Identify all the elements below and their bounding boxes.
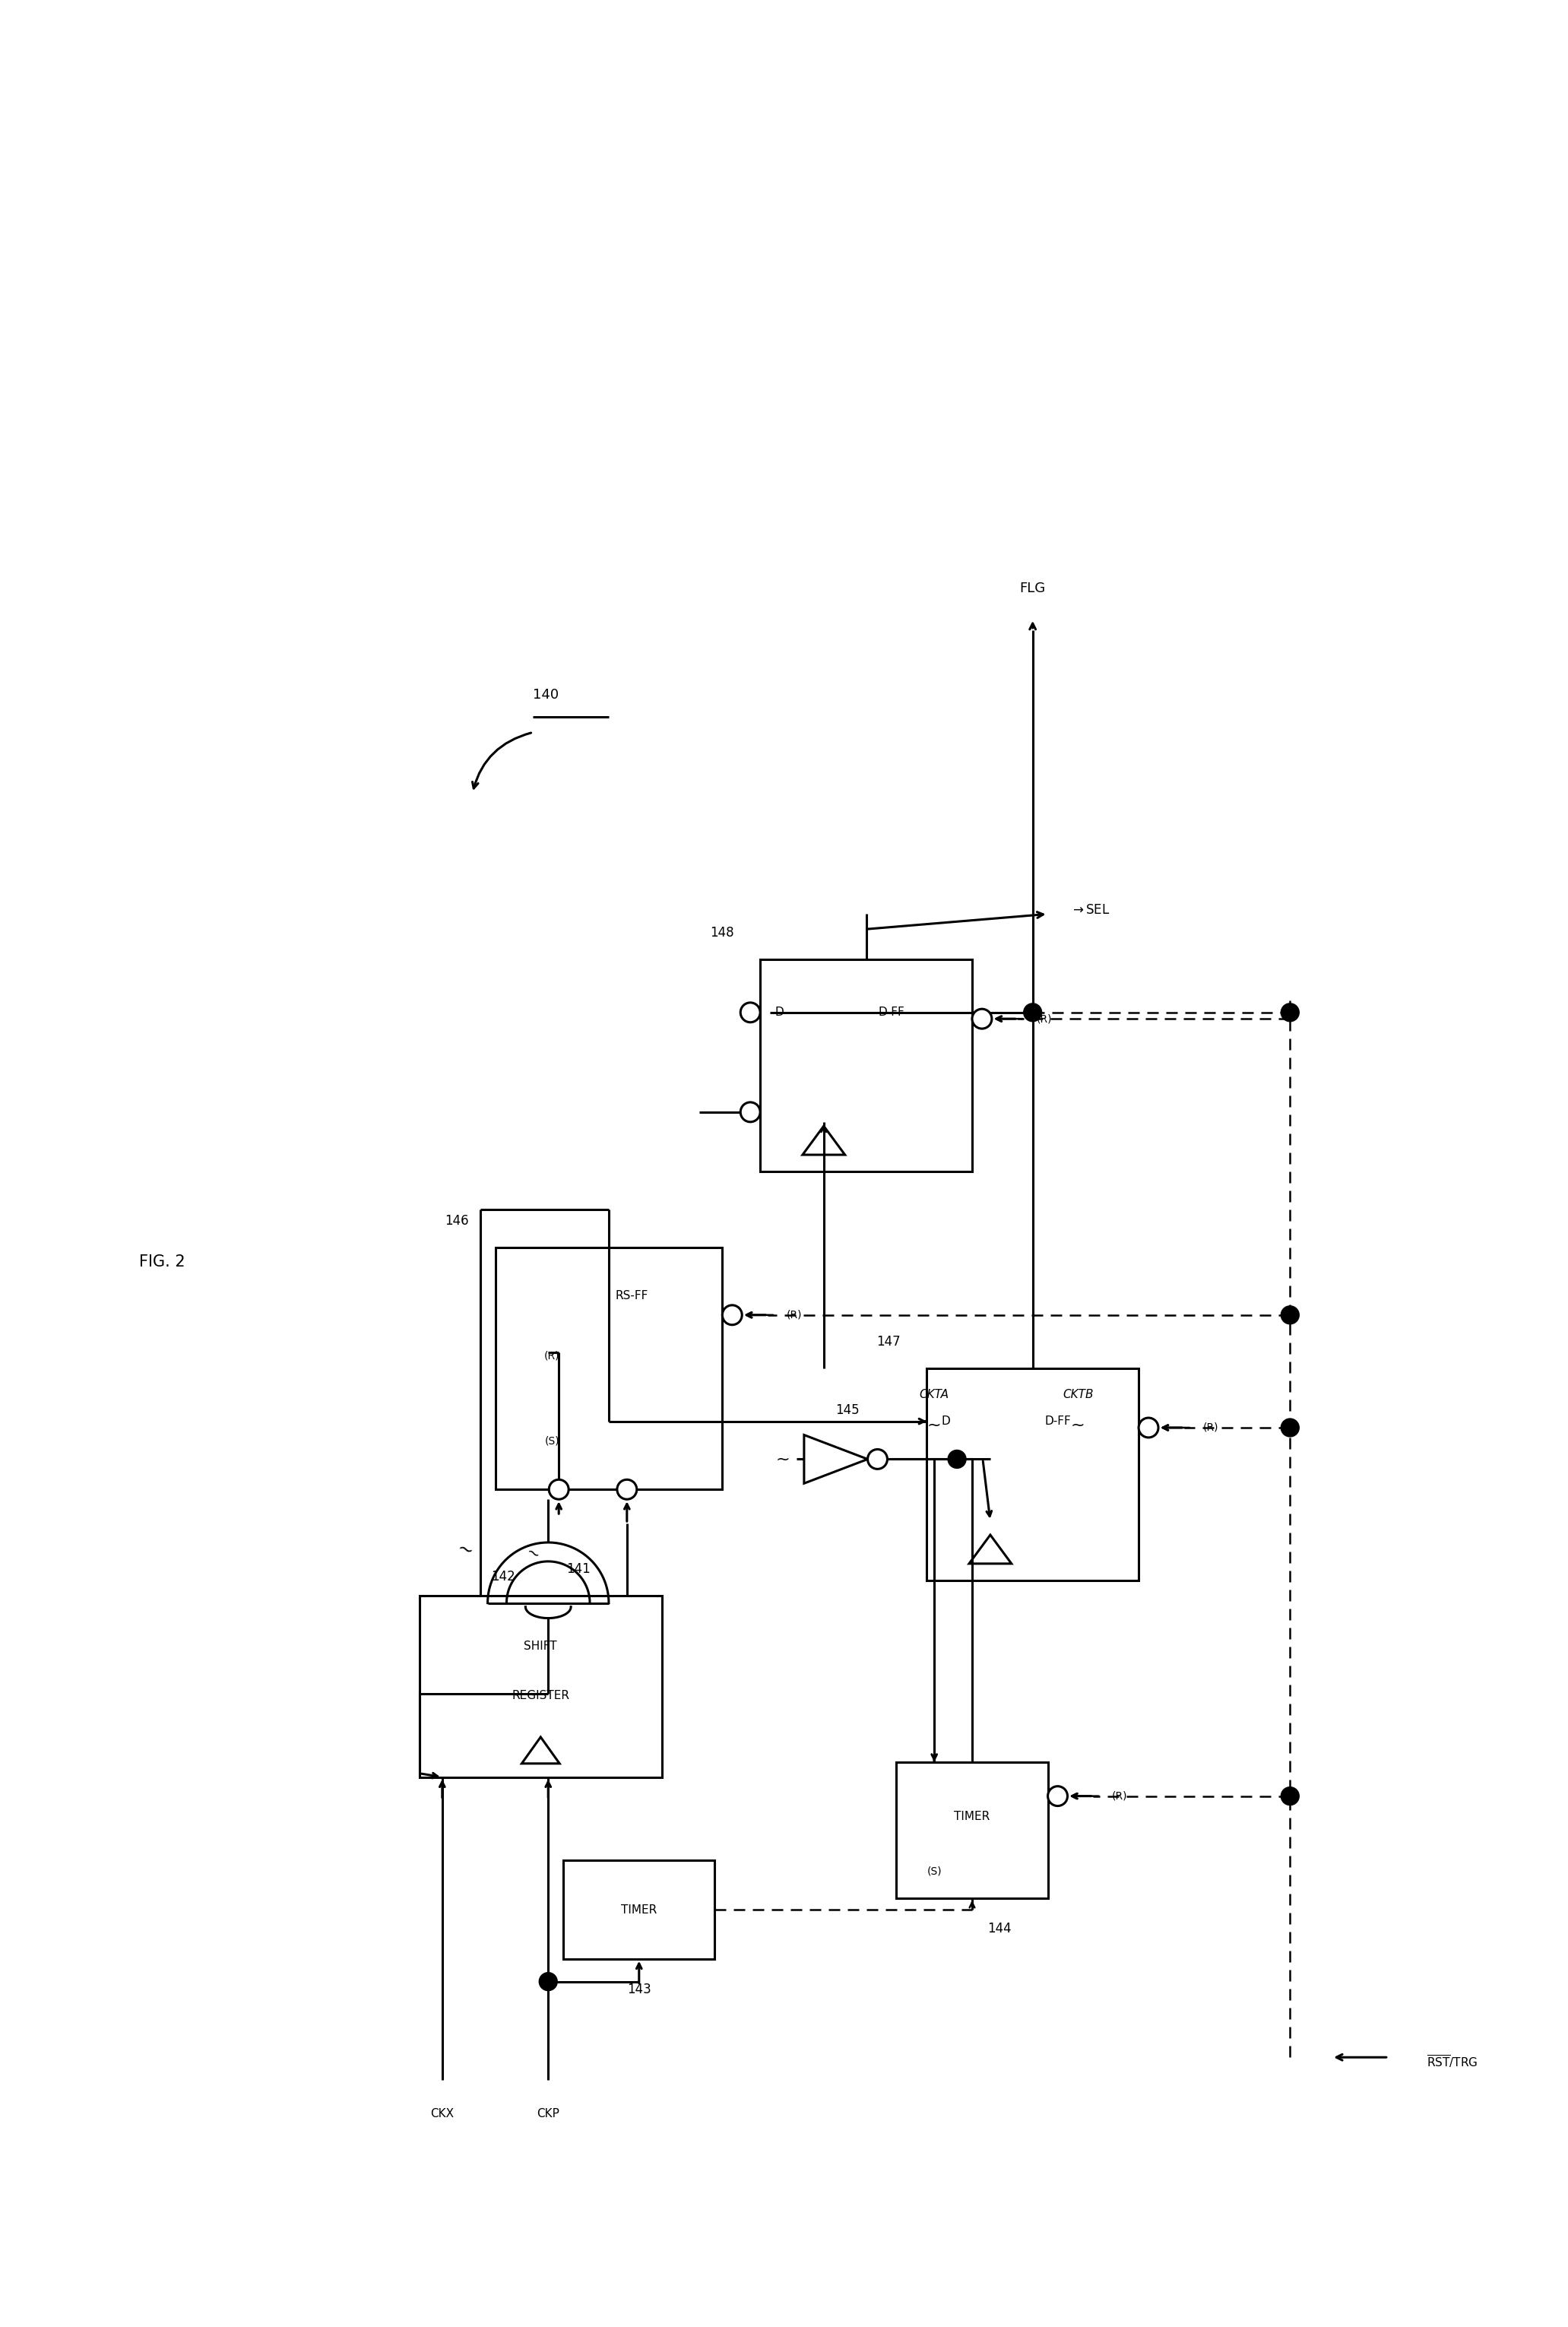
Text: D-FF: D-FF: [1044, 1415, 1071, 1426]
Circle shape: [549, 1480, 569, 1499]
Text: D: D: [941, 1415, 950, 1426]
Text: SHIFT: SHIFT: [524, 1641, 557, 1652]
Bar: [927, 1368, 1138, 1580]
Polygon shape: [804, 1436, 867, 1482]
Circle shape: [1281, 1305, 1300, 1324]
Text: $\rightarrow$SEL: $\rightarrow$SEL: [1071, 903, 1110, 917]
Circle shape: [618, 1480, 637, 1499]
Text: FLG: FLG: [1019, 582, 1046, 596]
Circle shape: [949, 1450, 966, 1468]
Text: ~: ~: [1071, 1417, 1085, 1433]
Text: REGISTER: REGISTER: [511, 1689, 569, 1701]
Text: (R): (R): [1112, 1792, 1127, 1801]
Bar: [760, 959, 972, 1170]
Text: 141: 141: [566, 1561, 591, 1575]
Text: ~: ~: [455, 1538, 475, 1561]
Text: CKTB: CKTB: [1063, 1389, 1093, 1401]
Bar: [563, 1862, 715, 1959]
Text: TIMER: TIMER: [621, 1903, 657, 1915]
Circle shape: [867, 1450, 887, 1468]
Bar: [495, 1247, 723, 1489]
Text: 142: 142: [491, 1571, 514, 1582]
Text: ~: ~: [524, 1543, 543, 1564]
Text: (R): (R): [1036, 1015, 1052, 1024]
Text: CKX: CKX: [430, 2108, 455, 2120]
Text: 144: 144: [988, 1922, 1011, 1936]
Circle shape: [1281, 1787, 1300, 1806]
Bar: [420, 1596, 662, 1778]
Text: 143: 143: [627, 1983, 651, 1997]
Text: 145: 145: [836, 1403, 859, 1417]
Text: 146: 146: [445, 1215, 469, 1229]
Text: CKTA: CKTA: [919, 1389, 949, 1401]
Text: D-FF: D-FF: [878, 1008, 905, 1019]
Circle shape: [1281, 1003, 1300, 1022]
Text: ~: ~: [776, 1452, 790, 1466]
Text: ~: ~: [927, 1417, 941, 1433]
Text: RS-FF: RS-FF: [615, 1289, 648, 1301]
Text: FIG. 2: FIG. 2: [140, 1254, 185, 1271]
Circle shape: [972, 1010, 993, 1029]
Text: $\overline{\rm RST}$/TRG: $\overline{\rm RST}$/TRG: [1427, 2052, 1477, 2069]
Text: (S): (S): [544, 1436, 560, 1447]
Circle shape: [1047, 1787, 1068, 1806]
Text: 140: 140: [533, 686, 560, 700]
Circle shape: [740, 1003, 760, 1022]
Text: (R): (R): [787, 1310, 803, 1319]
Circle shape: [1281, 1419, 1300, 1436]
Circle shape: [740, 1103, 760, 1122]
Text: (R): (R): [544, 1352, 560, 1361]
Text: (S): (S): [927, 1866, 942, 1876]
Text: D: D: [775, 1008, 784, 1019]
Circle shape: [723, 1305, 742, 1324]
Circle shape: [1024, 1003, 1041, 1022]
Circle shape: [539, 1973, 557, 1990]
Text: TIMER: TIMER: [955, 1810, 989, 1822]
Text: 148: 148: [710, 926, 734, 940]
Text: CKP: CKP: [536, 2108, 560, 2120]
Text: 147: 147: [877, 1336, 900, 1350]
Text: (R): (R): [1203, 1422, 1218, 1433]
Bar: [897, 1762, 1047, 1899]
Circle shape: [1138, 1417, 1159, 1438]
